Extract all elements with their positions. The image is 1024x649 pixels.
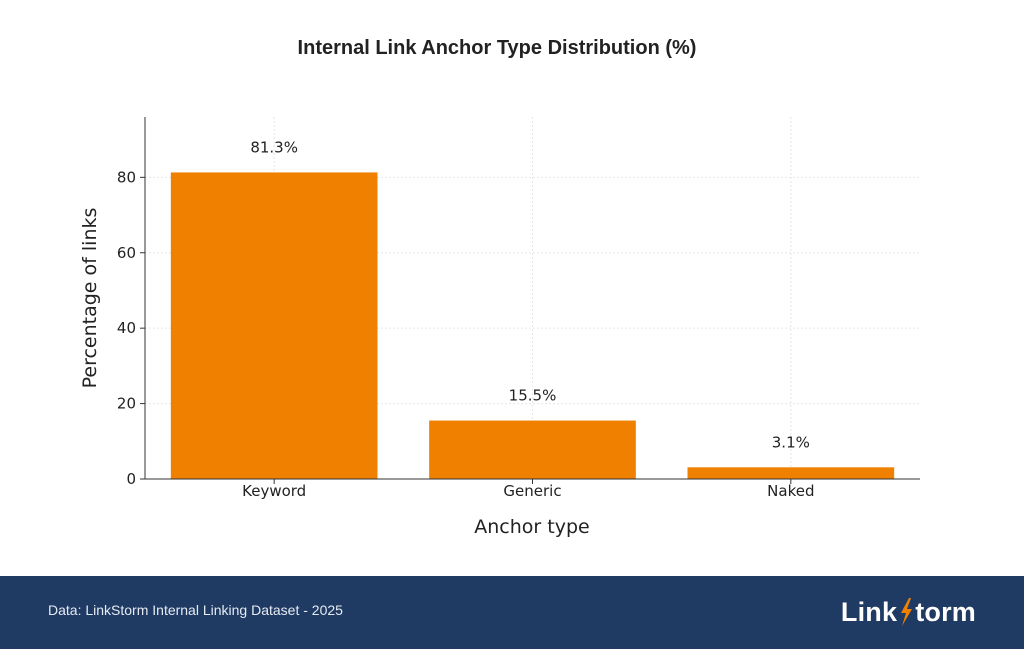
tick-labels: 81.3% Keyword 15.5% Generic 3.1% Naked 0 20 40 60… xyxy=(117,138,815,500)
bars xyxy=(170,172,895,479)
data-label-naked: 3.1% xyxy=(772,433,810,451)
data-label-keyword: 81.3% xyxy=(250,138,298,156)
x-tick-label-naked: Naked xyxy=(767,482,814,500)
chart-area: Internal Link Anchor Type Distribution (… xyxy=(79,37,920,538)
bar-chart: Internal Link Anchor Type Distribution (… xyxy=(79,37,920,538)
y-tick-label-60: 60 xyxy=(117,244,136,262)
axes xyxy=(140,117,920,484)
footer-bar: Data: LinkStorm Internal Linking Dataset… xyxy=(0,576,1024,649)
x-tick-label-generic: Generic xyxy=(503,482,561,500)
y-tick-label-20: 20 xyxy=(117,395,136,413)
bar-keyword xyxy=(170,172,378,479)
brand-text-right: torm xyxy=(915,596,976,627)
bar-generic xyxy=(429,420,636,479)
y-tick-label-80: 80 xyxy=(117,168,136,186)
linkstorm-logo: Link torm xyxy=(841,596,976,628)
lightning-bolt-icon xyxy=(901,598,913,626)
brand-text-left: Link xyxy=(840,596,898,627)
y-axis-label: Percentage of links xyxy=(79,208,101,389)
y-tick-label-40: 40 xyxy=(117,319,136,337)
y-tick-label-0: 0 xyxy=(126,470,136,488)
data-source-note: Data: LinkStorm Internal Linking Dataset… xyxy=(48,602,343,618)
x-tick-label-keyword: Keyword xyxy=(242,482,306,500)
x-axis-label: Anchor type xyxy=(474,516,589,538)
bar-naked xyxy=(687,467,895,479)
chart-title: Internal Link Anchor Type Distribution (… xyxy=(298,37,697,59)
data-label-generic: 15.5% xyxy=(509,387,557,405)
